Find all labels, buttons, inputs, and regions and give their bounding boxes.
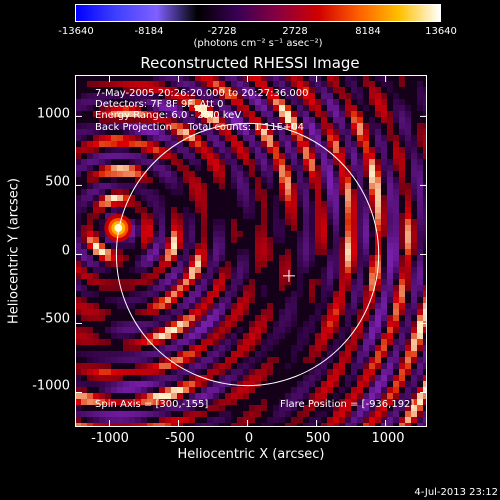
timestamp: 4-Jul-2013 23:12 — [414, 487, 498, 498]
x-tick-label: 0 — [244, 431, 254, 446]
y-tick-label: -1000 — [32, 378, 70, 394]
colorbar-tick: -2728 — [207, 26, 237, 37]
colorbar-unit-label: (photons cm⁻² s⁻¹ asec⁻²) — [193, 38, 323, 49]
heatmap-plot — [75, 75, 427, 427]
plot-frame — [75, 75, 427, 427]
y-axis-label: Heliocentric Y (arcsec) — [6, 178, 22, 324]
colorbar-tick: -8184 — [134, 26, 164, 37]
x-tick-label: -500 — [165, 431, 195, 446]
x-axis-label: Heliocentric X (arcsec) — [177, 447, 325, 462]
detectors-text: Detectors: 7F 8F 9F, Att 0 — [95, 99, 224, 110]
y-tick-label: 0 — [61, 243, 70, 259]
colorbar-tick: 13640 — [425, 26, 457, 37]
method-counts-text: Back Projection Total counts: 1.11E+04 — [95, 122, 304, 133]
flare-source-spot — [114, 223, 123, 232]
colorbar-tick: -13640 — [58, 26, 94, 37]
energy-range-text: Energy Range: 6.0 - 25.0 keV — [95, 110, 242, 121]
y-tick-label: 1000 — [36, 106, 70, 122]
flare-position-text: Flare Position = [-936,192] — [280, 399, 415, 410]
y-tick-label: -500 — [40, 311, 70, 327]
solar-limb-circle — [115, 122, 380, 387]
colorbar — [75, 4, 441, 22]
colorbar-tick: 2728 — [282, 26, 308, 37]
colorbar-tick: 8184 — [355, 26, 381, 37]
chart-title: Reconstructed RHESSI Image — [140, 54, 360, 72]
x-tick-label: -1000 — [91, 431, 129, 446]
spin-axis-text: Spin Axis = [300,-155] — [95, 399, 209, 410]
x-tick-label: 500 — [305, 431, 331, 446]
time-range-text: 7-May-2005 20:26:20.000 to 20:27:36.000 — [95, 88, 309, 99]
y-tick-label: 500 — [45, 174, 70, 190]
x-tick-label: 1000 — [371, 431, 405, 446]
